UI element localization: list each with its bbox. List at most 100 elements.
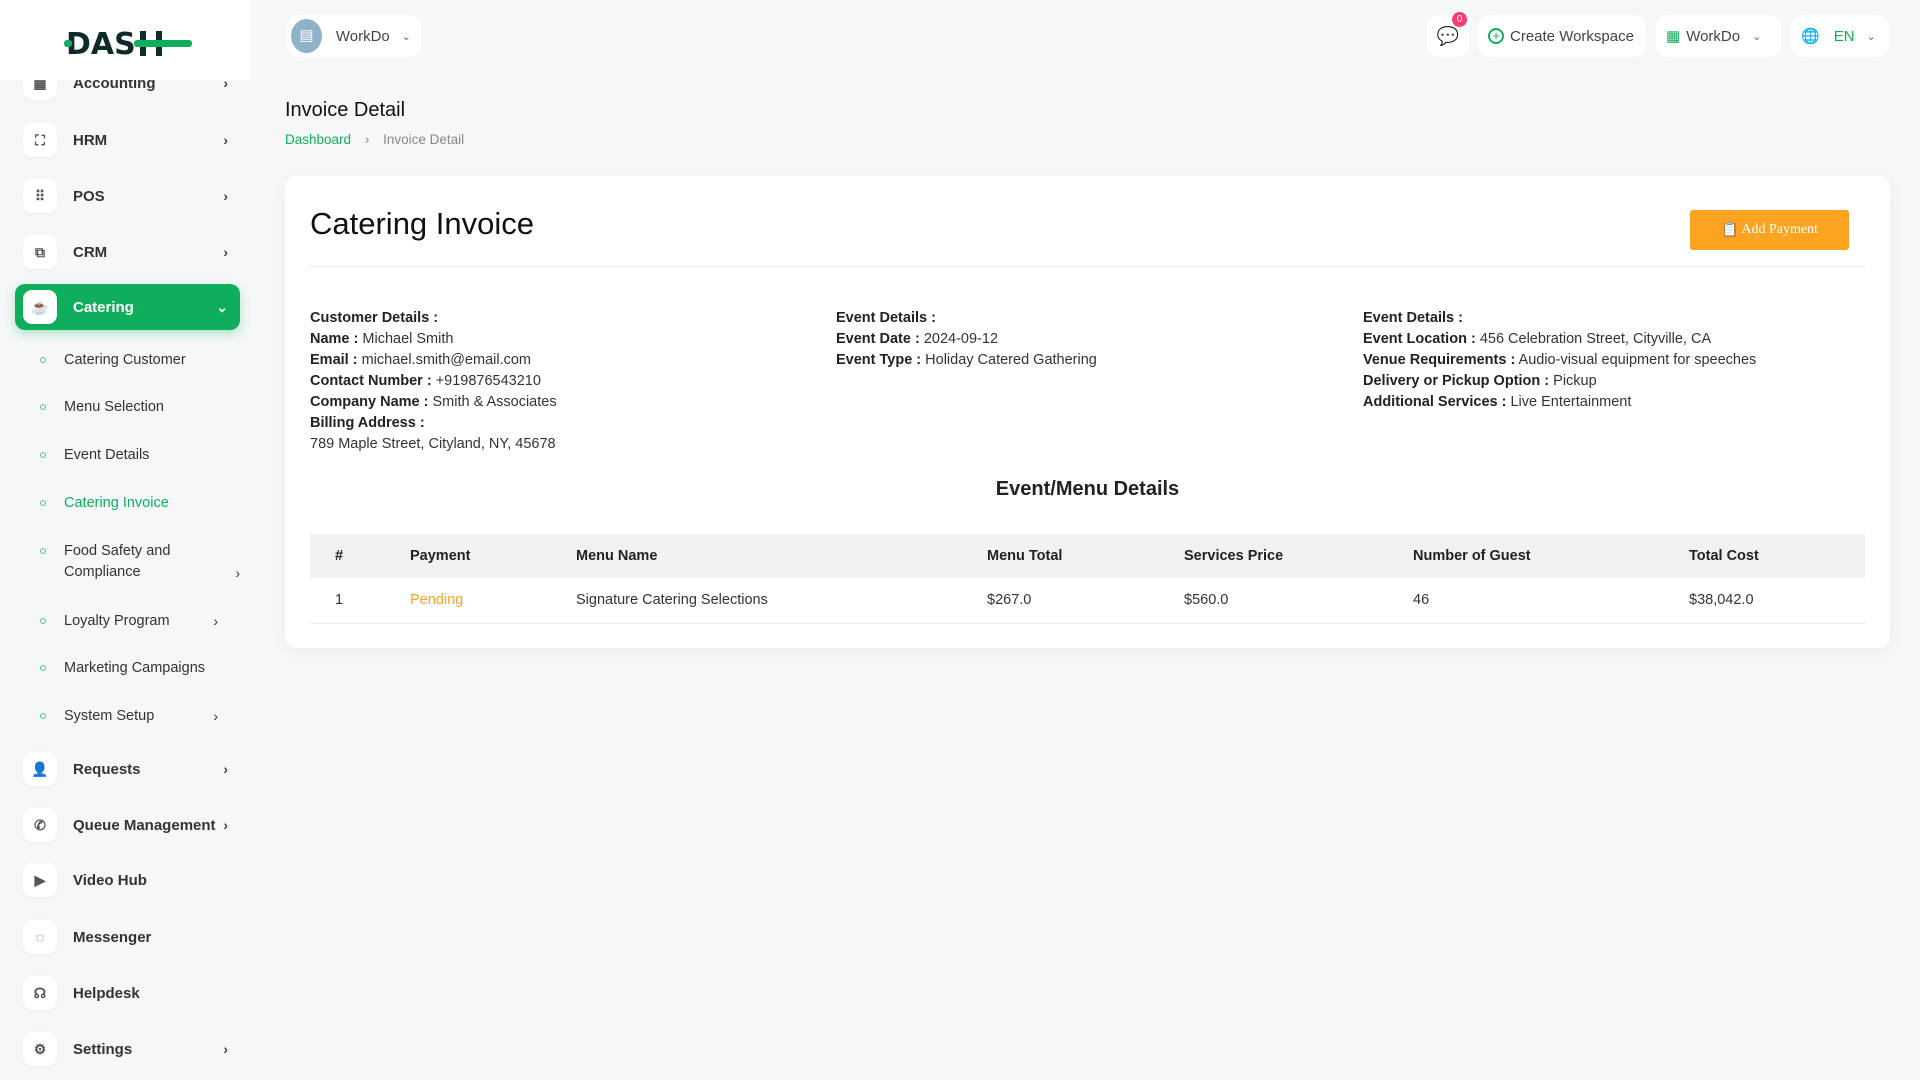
cell-total-cost: $38,042.0: [1689, 578, 1865, 624]
customer-company: Smith & Associates: [432, 394, 557, 410]
sidebar-item-helpdesk[interactable]: ☊ Helpdesk: [15, 970, 240, 1016]
sidebar-item-settings[interactable]: ⚙ Settings ›: [15, 1026, 240, 1072]
video-icon: ▶: [23, 863, 57, 897]
label: Menu Selection: [64, 399, 164, 415]
bullet-icon: [40, 548, 46, 554]
sidebar-item-pos[interactable]: ⠿ POS ›: [15, 173, 240, 219]
workdo-dropdown[interactable]: ▦ WorkDo ⌄: [1656, 15, 1781, 57]
label: CRM: [73, 243, 108, 261]
label: POS: [73, 187, 105, 205]
sub-system-setup[interactable]: System Setup ›: [40, 706, 240, 727]
create-workspace-button[interactable]: + Create Workspace: [1478, 15, 1646, 57]
bullet-icon: [40, 404, 46, 410]
language-dropdown[interactable]: 🌐 EN ⌄: [1791, 15, 1889, 57]
event-date: 2024-09-12: [923, 331, 999, 347]
label: Create Workspace: [1510, 27, 1634, 45]
menu-details-table: # Payment Menu Name Menu Total Services …: [310, 534, 1865, 624]
label: Queue Management: [73, 816, 216, 834]
sub-marketing-campaigns[interactable]: Marketing Campaigns: [40, 658, 240, 679]
col-payment: Payment: [410, 534, 576, 578]
table-header: # Payment Menu Name Menu Total Services …: [310, 534, 1865, 578]
gear-icon: ⚙: [23, 1032, 57, 1066]
heading: Event Details :: [1363, 310, 1463, 326]
col-number-of-guest: Number of Guest: [1413, 534, 1689, 578]
sub-food-safety[interactable]: Food Safety and Compliance ›: [40, 541, 240, 583]
label: Catering Customer: [64, 352, 186, 368]
add-payment-button[interactable]: 📋 Add Payment: [1690, 210, 1849, 250]
additional-services: Live Entertainment: [1510, 394, 1632, 410]
headset-icon: ☊: [23, 976, 57, 1010]
col-number: #: [310, 534, 410, 578]
bullet-icon: [40, 665, 46, 671]
customer-details: Customer Details : Name : Michael Smith …: [310, 308, 557, 455]
event-details: Event Details : Event Date : 2024-09-12 …: [836, 308, 1097, 371]
chat-button[interactable]: 💬 0: [1427, 12, 1469, 57]
chevron-right-icon: ›: [364, 132, 370, 147]
sub-menu-selection[interactable]: Menu Selection: [40, 397, 240, 418]
sub-catering-invoice[interactable]: Catering Invoice: [40, 493, 240, 514]
plus-circle-icon: +: [1488, 28, 1504, 44]
chevron-down-icon: ⌄: [1752, 30, 1762, 43]
sidebar-item-messenger[interactable]: ◌ Messenger: [15, 914, 240, 960]
customer-email: michael.smith@email.com: [361, 352, 532, 368]
payment-icon: 📋: [1720, 222, 1739, 238]
sidebar-item-requests[interactable]: 👤 Requests ›: [15, 746, 240, 792]
label: Food Safety and Compliance: [64, 543, 171, 580]
breadcrumb-dashboard[interactable]: Dashboard: [285, 132, 352, 147]
label: EN: [1833, 27, 1855, 45]
bullet-icon: [40, 500, 46, 506]
col-services-price: Services Price: [1184, 534, 1413, 578]
workspace-name: WorkDo: [335, 27, 390, 45]
sub-event-details[interactable]: Event Details: [40, 445, 240, 466]
label: Marketing Campaigns: [64, 660, 206, 676]
cell-services-price: $560.0: [1184, 578, 1413, 624]
apps-icon: ▦: [1666, 28, 1681, 45]
cell-menu-total: $267.0: [987, 578, 1184, 624]
sub-catering-customer[interactable]: Catering Customer: [40, 350, 240, 371]
label: Billing Address :: [310, 415, 425, 431]
customer-contact: +919876543210: [435, 373, 541, 389]
cell-guests: 46: [1413, 578, 1689, 624]
chevron-right-icon: ›: [223, 188, 228, 204]
sidebar-item-queue[interactable]: ✆ Queue Management ›: [15, 802, 240, 848]
sidebar-item-catering[interactable]: ☕ Catering ⌄: [15, 284, 240, 330]
label: Video Hub: [73, 871, 147, 889]
section-title: Event/Menu Details: [995, 478, 1180, 500]
chevron-right-icon: ›: [223, 132, 228, 148]
invoice-title: Catering Invoice: [310, 206, 535, 241]
event-type: Holiday Catered Gathering: [925, 352, 1097, 368]
chevron-right-icon: ›: [213, 613, 218, 629]
chevron-down-icon: ⌄: [216, 298, 228, 315]
sidebar-item-video-hub[interactable]: ▶ Video Hub: [15, 857, 240, 903]
chat-badge: 0: [1452, 12, 1467, 27]
workspace-avatar: ▤: [291, 19, 322, 53]
customer-name: Michael Smith: [362, 331, 454, 347]
label: Catering Invoice: [64, 495, 169, 511]
svg-text:DAS: DAS: [66, 27, 136, 62]
cell-menu-name: Signature Catering Selections: [576, 578, 987, 624]
sidebar-item-crm[interactable]: ⧉ CRM ›: [15, 229, 240, 275]
label: Event Type :: [836, 352, 922, 368]
chevron-right-icon: ›: [235, 565, 240, 581]
sub-loyalty-program[interactable]: Loyalty Program ›: [40, 611, 240, 632]
sidebar-item-hrm[interactable]: ⛶ HRM ›: [15, 117, 240, 163]
dash-logo: DAS: [64, 27, 192, 62]
col-menu-name: Menu Name: [576, 534, 987, 578]
billing-address: 789 Maple Street, Cityland, NY, 45678: [310, 436, 556, 452]
label: Event Location :: [1363, 331, 1476, 347]
logo-area: DAS: [0, 0, 250, 80]
workspace-switcher[interactable]: ▤ WorkDo ⌄: [287, 15, 421, 57]
pos-icon: ⠿: [23, 179, 57, 213]
coffee-icon: ☕: [23, 290, 57, 324]
label: Additional Services :: [1363, 394, 1507, 410]
crm-icon: ⧉: [23, 235, 57, 269]
label: Email :: [310, 352, 358, 368]
chevron-right-icon: ›: [213, 708, 218, 724]
label: Company Name :: [310, 394, 429, 410]
phone-icon: ✆: [23, 808, 57, 842]
payment-status[interactable]: Pending: [410, 578, 576, 624]
breadcrumb-current: Invoice Detail: [383, 132, 465, 147]
event-location: 456 Celebration Street, Cityville, CA: [1479, 331, 1712, 347]
invoice-card: Catering Invoice 📋 Add Payment Customer D…: [285, 176, 1890, 648]
chevron-down-icon: ⌄: [1866, 30, 1876, 43]
